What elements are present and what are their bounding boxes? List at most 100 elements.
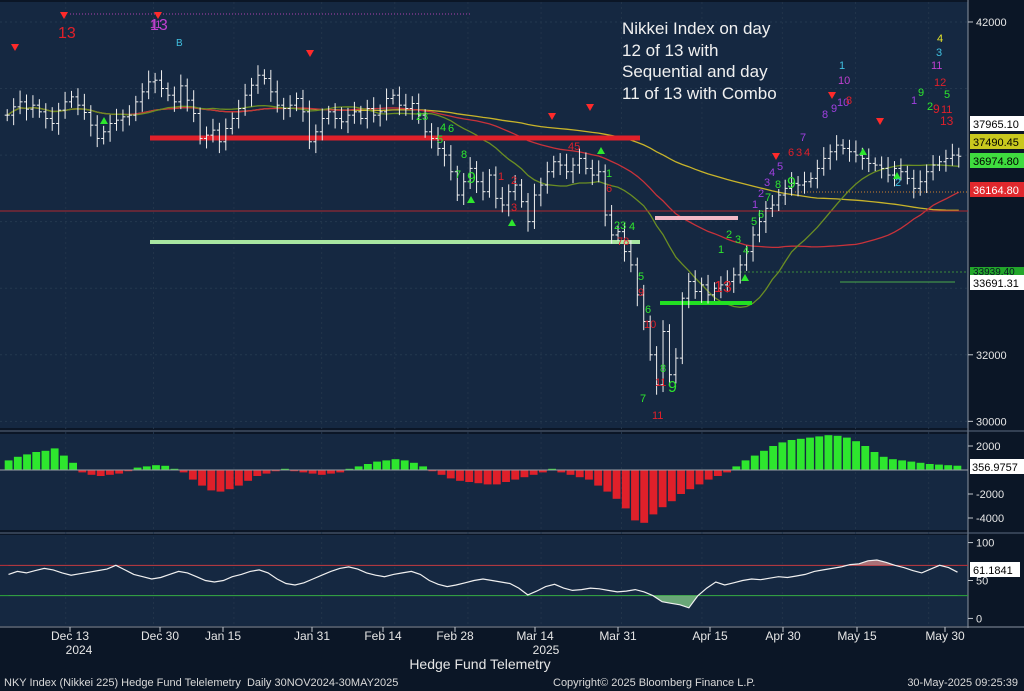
histogram-bar: [612, 470, 621, 499]
histogram-bar: [833, 435, 842, 470]
td-count-label: 4: [769, 167, 775, 179]
histogram-bar: [142, 466, 151, 470]
footer-instrument-name: NKY Index (Nikkei 225) Hedge Fund Telele…: [4, 677, 241, 689]
ma-100-line: [6, 106, 960, 249]
histogram-bar: [750, 455, 759, 470]
price-tag-label: 37490.45: [973, 137, 1019, 149]
x-tick-label: Jan 15: [205, 629, 241, 643]
histogram-bar: [23, 454, 31, 470]
histogram-bar: [492, 470, 501, 485]
x-tick-label: Jan 31: [294, 629, 330, 643]
buy-arrow-icon: [741, 274, 749, 281]
td-count-label: 8: [461, 149, 467, 161]
histogram-bar: [907, 461, 916, 470]
td-count-label: 2: [927, 101, 933, 113]
td-count-label: 5: [751, 216, 757, 228]
x-tick-label: Mar 14: [516, 629, 554, 643]
histogram-bar: [456, 470, 464, 481]
histogram-bar: [842, 437, 851, 470]
histogram-bar: [815, 436, 824, 470]
histogram-bar: [363, 464, 372, 470]
histogram-bar: [170, 468, 179, 470]
td-count-label: 3: [764, 177, 770, 189]
price-panel-bg: [0, 2, 968, 428]
histogram-bar: [317, 470, 326, 475]
buy-arrow-icon: [859, 148, 867, 155]
histogram-bar: [253, 470, 262, 476]
histogram-bar: [96, 470, 105, 476]
histogram-bar: [87, 470, 96, 475]
td-count-label: 13: [58, 25, 76, 42]
histogram-bar: [824, 435, 833, 470]
histogram-bar: [723, 470, 732, 473]
histogram-bar: [870, 452, 879, 470]
histogram-bar: [281, 468, 289, 470]
td-count-label: 4: [937, 33, 943, 45]
price-tag-label: 36164.80: [973, 185, 1019, 197]
histogram-bar: [594, 470, 603, 486]
histogram-bar: [575, 470, 584, 478]
x-tick-label: Apr 15: [692, 629, 728, 643]
td-count-label: 3: [511, 202, 517, 214]
histogram-bar: [115, 470, 124, 474]
td-count-label: 6: [645, 304, 651, 316]
price-tag-label: 36974.80: [973, 156, 1019, 168]
histogram-bar: [152, 465, 160, 470]
histogram-bar: [769, 446, 778, 470]
td-count-label: 9: [918, 87, 924, 99]
x-year-label: 2025: [533, 643, 560, 657]
buy-arrow-icon: [893, 172, 901, 179]
histogram-bar: [796, 438, 805, 470]
td-count-label: 3: [796, 147, 802, 159]
footer-center-title: Hedge Fund Telemetry: [409, 656, 551, 672]
histogram-bar: [32, 452, 41, 470]
histogram-bar: [78, 470, 87, 473]
td-count-label: 9: [831, 103, 837, 115]
histogram-tag-label: 356.9757: [972, 462, 1018, 474]
histogram-bar: [621, 470, 630, 509]
td-count-label: 7: [765, 192, 771, 204]
oscillator-ytick-label: 100: [976, 538, 994, 550]
histogram-bar: [161, 465, 170, 470]
histogram-bar: [888, 459, 897, 470]
histogram-bar: [234, 470, 243, 486]
histogram-bar: [336, 470, 345, 473]
histogram-bar: [732, 466, 741, 470]
sell-arrow-icon: [60, 12, 68, 19]
price-tag-bg: [970, 153, 1024, 168]
annotation-line-1: Nikkei Index on day: [622, 19, 771, 38]
histogram-bar: [391, 459, 400, 470]
td-count-label: 2: [726, 229, 732, 241]
histogram-bar: [345, 468, 354, 470]
buy-arrow-icon: [100, 117, 108, 124]
histogram-bar: [585, 470, 593, 480]
histogram-bar: [760, 450, 768, 470]
td-count-label: 7: [800, 132, 806, 144]
histogram-bar: [898, 460, 907, 470]
price-tag-label: 33691.31: [973, 278, 1019, 290]
footer-instrument: NKY Index (Nikkei 225) Hedge Fund Telele…: [4, 677, 398, 689]
histogram-bar: [419, 466, 428, 470]
x-year-label: 2024: [66, 643, 93, 657]
td-count-label: 5: [437, 134, 443, 146]
histogram-bar: [538, 470, 547, 473]
td-count-label: 4: [629, 221, 635, 233]
overbought-fill: [8, 560, 958, 566]
footer-copyright: Copyright© 2025 Bloomberg Finance L.P.: [553, 677, 756, 689]
histogram-bar: [879, 456, 888, 470]
price-tag-bg: [970, 116, 1024, 131]
buy-arrow-icon: [508, 219, 516, 226]
td-count-label: 10: [837, 97, 849, 109]
x-tick-label: Dec 13: [51, 629, 89, 643]
histogram-bar: [308, 470, 317, 474]
histogram-bar: [106, 470, 114, 475]
td-count-label: 1: [606, 168, 612, 180]
td-count-label: 4: [743, 245, 749, 257]
histogram-bar: [354, 466, 363, 470]
histogram-bar: [916, 462, 925, 470]
histogram-bar: [437, 470, 446, 475]
annotation-line-3: Sequential and day: [622, 62, 768, 81]
histogram-bar: [50, 448, 59, 470]
oscillator-panel-bg: [0, 535, 968, 626]
sell-arrow-icon: [828, 92, 836, 99]
